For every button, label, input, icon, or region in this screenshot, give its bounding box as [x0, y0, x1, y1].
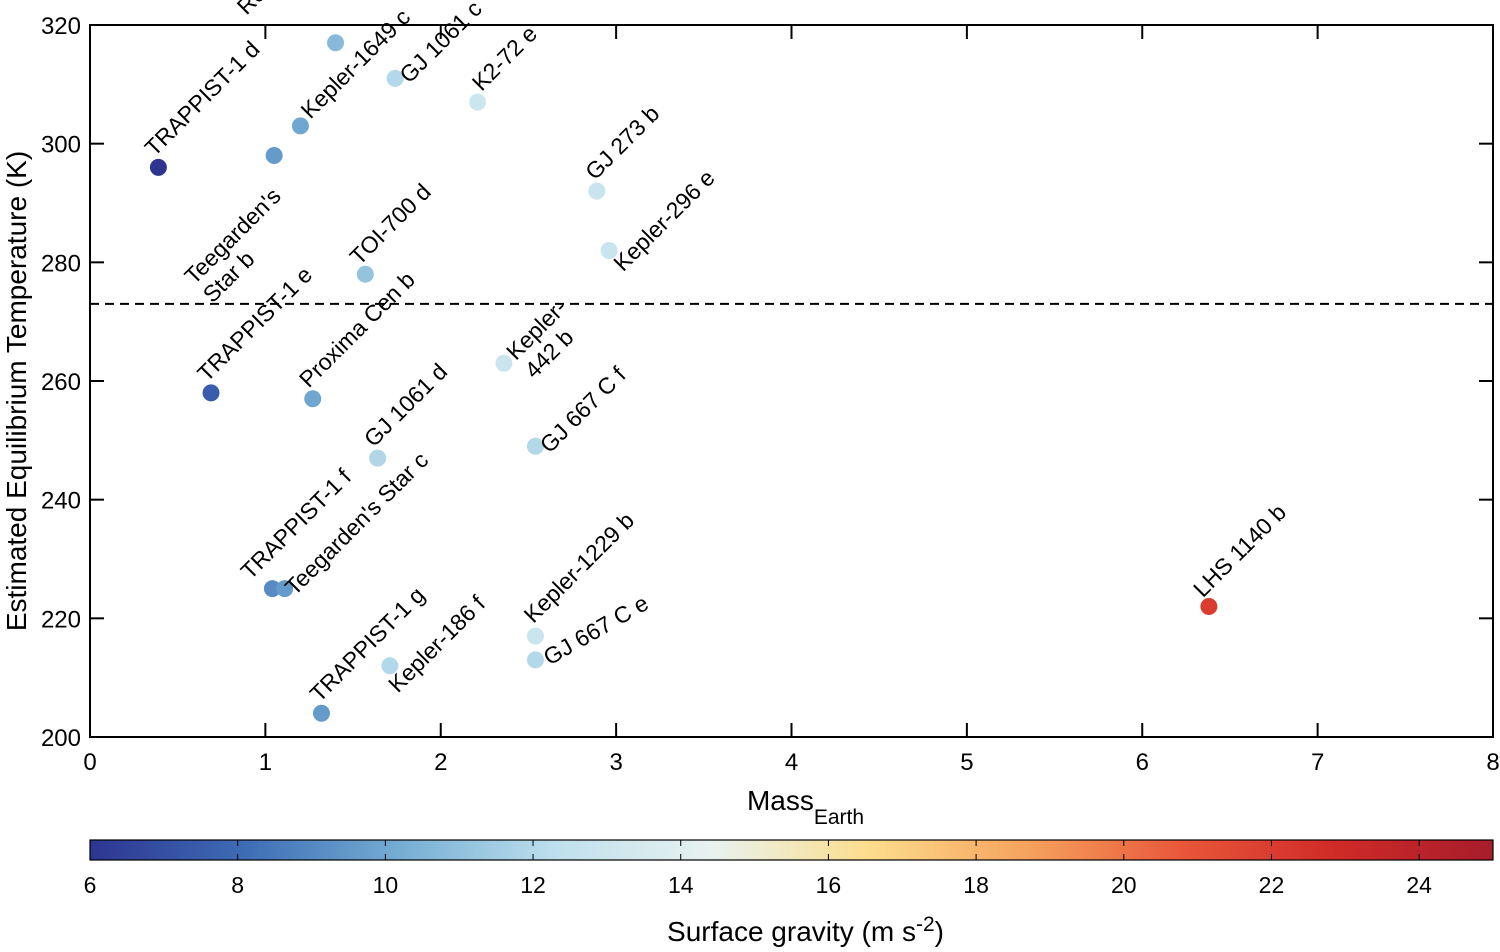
point-toi-700-d — [356, 265, 374, 283]
point-kepler-186-f — [381, 657, 399, 675]
point-trappist-1-e — [202, 384, 220, 402]
axes: 0 1 2 3 4 5 6 7 8 200 220 240 260 280 300 320 MassEarth E… — [1, 13, 1500, 829]
point-teegarden-s-star-b — [265, 147, 283, 165]
point-trappist-1-f — [263, 580, 281, 598]
point-gj-667-c-e — [526, 651, 544, 669]
point-kepler-442-b — [495, 354, 513, 372]
x-axis-title: MassEarth — [747, 785, 864, 829]
point-trappist-1-d — [149, 158, 167, 176]
x-tick-label: 1 — [259, 749, 272, 776]
y-axis-title: Estimated Equilibrium Temperature (K) — [1, 151, 32, 631]
colorbar-tick-label: 6 — [84, 872, 97, 898]
point-gj-667-c-f — [526, 437, 544, 455]
point-ross-128-b — [327, 34, 345, 52]
point-kepler-1229-b — [526, 627, 544, 645]
colorbar-tick-label: 16 — [816, 872, 842, 898]
y-tick-label: 320 — [41, 13, 81, 40]
colorbar-gradient — [89, 839, 1494, 861]
y-tick-label: 280 — [41, 250, 81, 277]
x-tick-label: 2 — [434, 749, 447, 776]
point-kepler-296-e — [600, 241, 618, 259]
point-gj-1061-d — [369, 449, 387, 467]
colorbar-title: Surface gravity (m s-2) — [667, 913, 944, 947]
colorbar-tick-label: 18 — [963, 872, 989, 898]
colorbar-tick-label: 24 — [1406, 872, 1432, 898]
x-tick-label: 0 — [83, 749, 96, 776]
y-tick-label: 220 — [41, 606, 81, 633]
colorbar: 6 8 10 12 14 16 18 20 22 24 Surface gravity (m s-2… — [84, 839, 1494, 947]
x-tick-label: 5 — [960, 749, 973, 776]
colorbar-tick-label: 22 — [1259, 872, 1285, 898]
colorbar-tick-label: 8 — [231, 872, 244, 898]
x-tick-label: 7 — [1311, 749, 1324, 776]
x-tick-label: 4 — [785, 749, 798, 776]
x-tick-label: 8 — [1486, 749, 1499, 776]
plot-area — [90, 25, 1493, 737]
point-lhs-1140-b — [1200, 597, 1218, 615]
colorbar-tick-label: 10 — [373, 872, 399, 898]
y-tick-label: 300 — [41, 132, 81, 159]
colorbar-tick-label: 20 — [1111, 872, 1137, 898]
plot-background — [90, 25, 1493, 737]
point-gj-273-b — [588, 182, 606, 200]
y-tick-label: 240 — [41, 488, 81, 515]
point-trappist-1-g — [312, 704, 330, 722]
point-k2-72-e — [469, 93, 487, 111]
colorbar-tick-label: 12 — [520, 872, 546, 898]
x-tick-label: 3 — [609, 749, 622, 776]
point-kepler-1649-c — [291, 117, 309, 135]
y-tick-label: 260 — [41, 369, 81, 396]
y-tick-label: 200 — [41, 725, 81, 752]
colorbar-tick-label: 14 — [668, 872, 694, 898]
label-ross-128-b: Ross 128 b — [232, 0, 333, 19]
x-tick-label: 6 — [1136, 749, 1149, 776]
point-teegarden-s-star-c — [276, 580, 294, 598]
point-gj-1061-c — [386, 69, 404, 87]
data-points — [149, 34, 1218, 722]
point-proxima-cen-b — [304, 390, 322, 408]
